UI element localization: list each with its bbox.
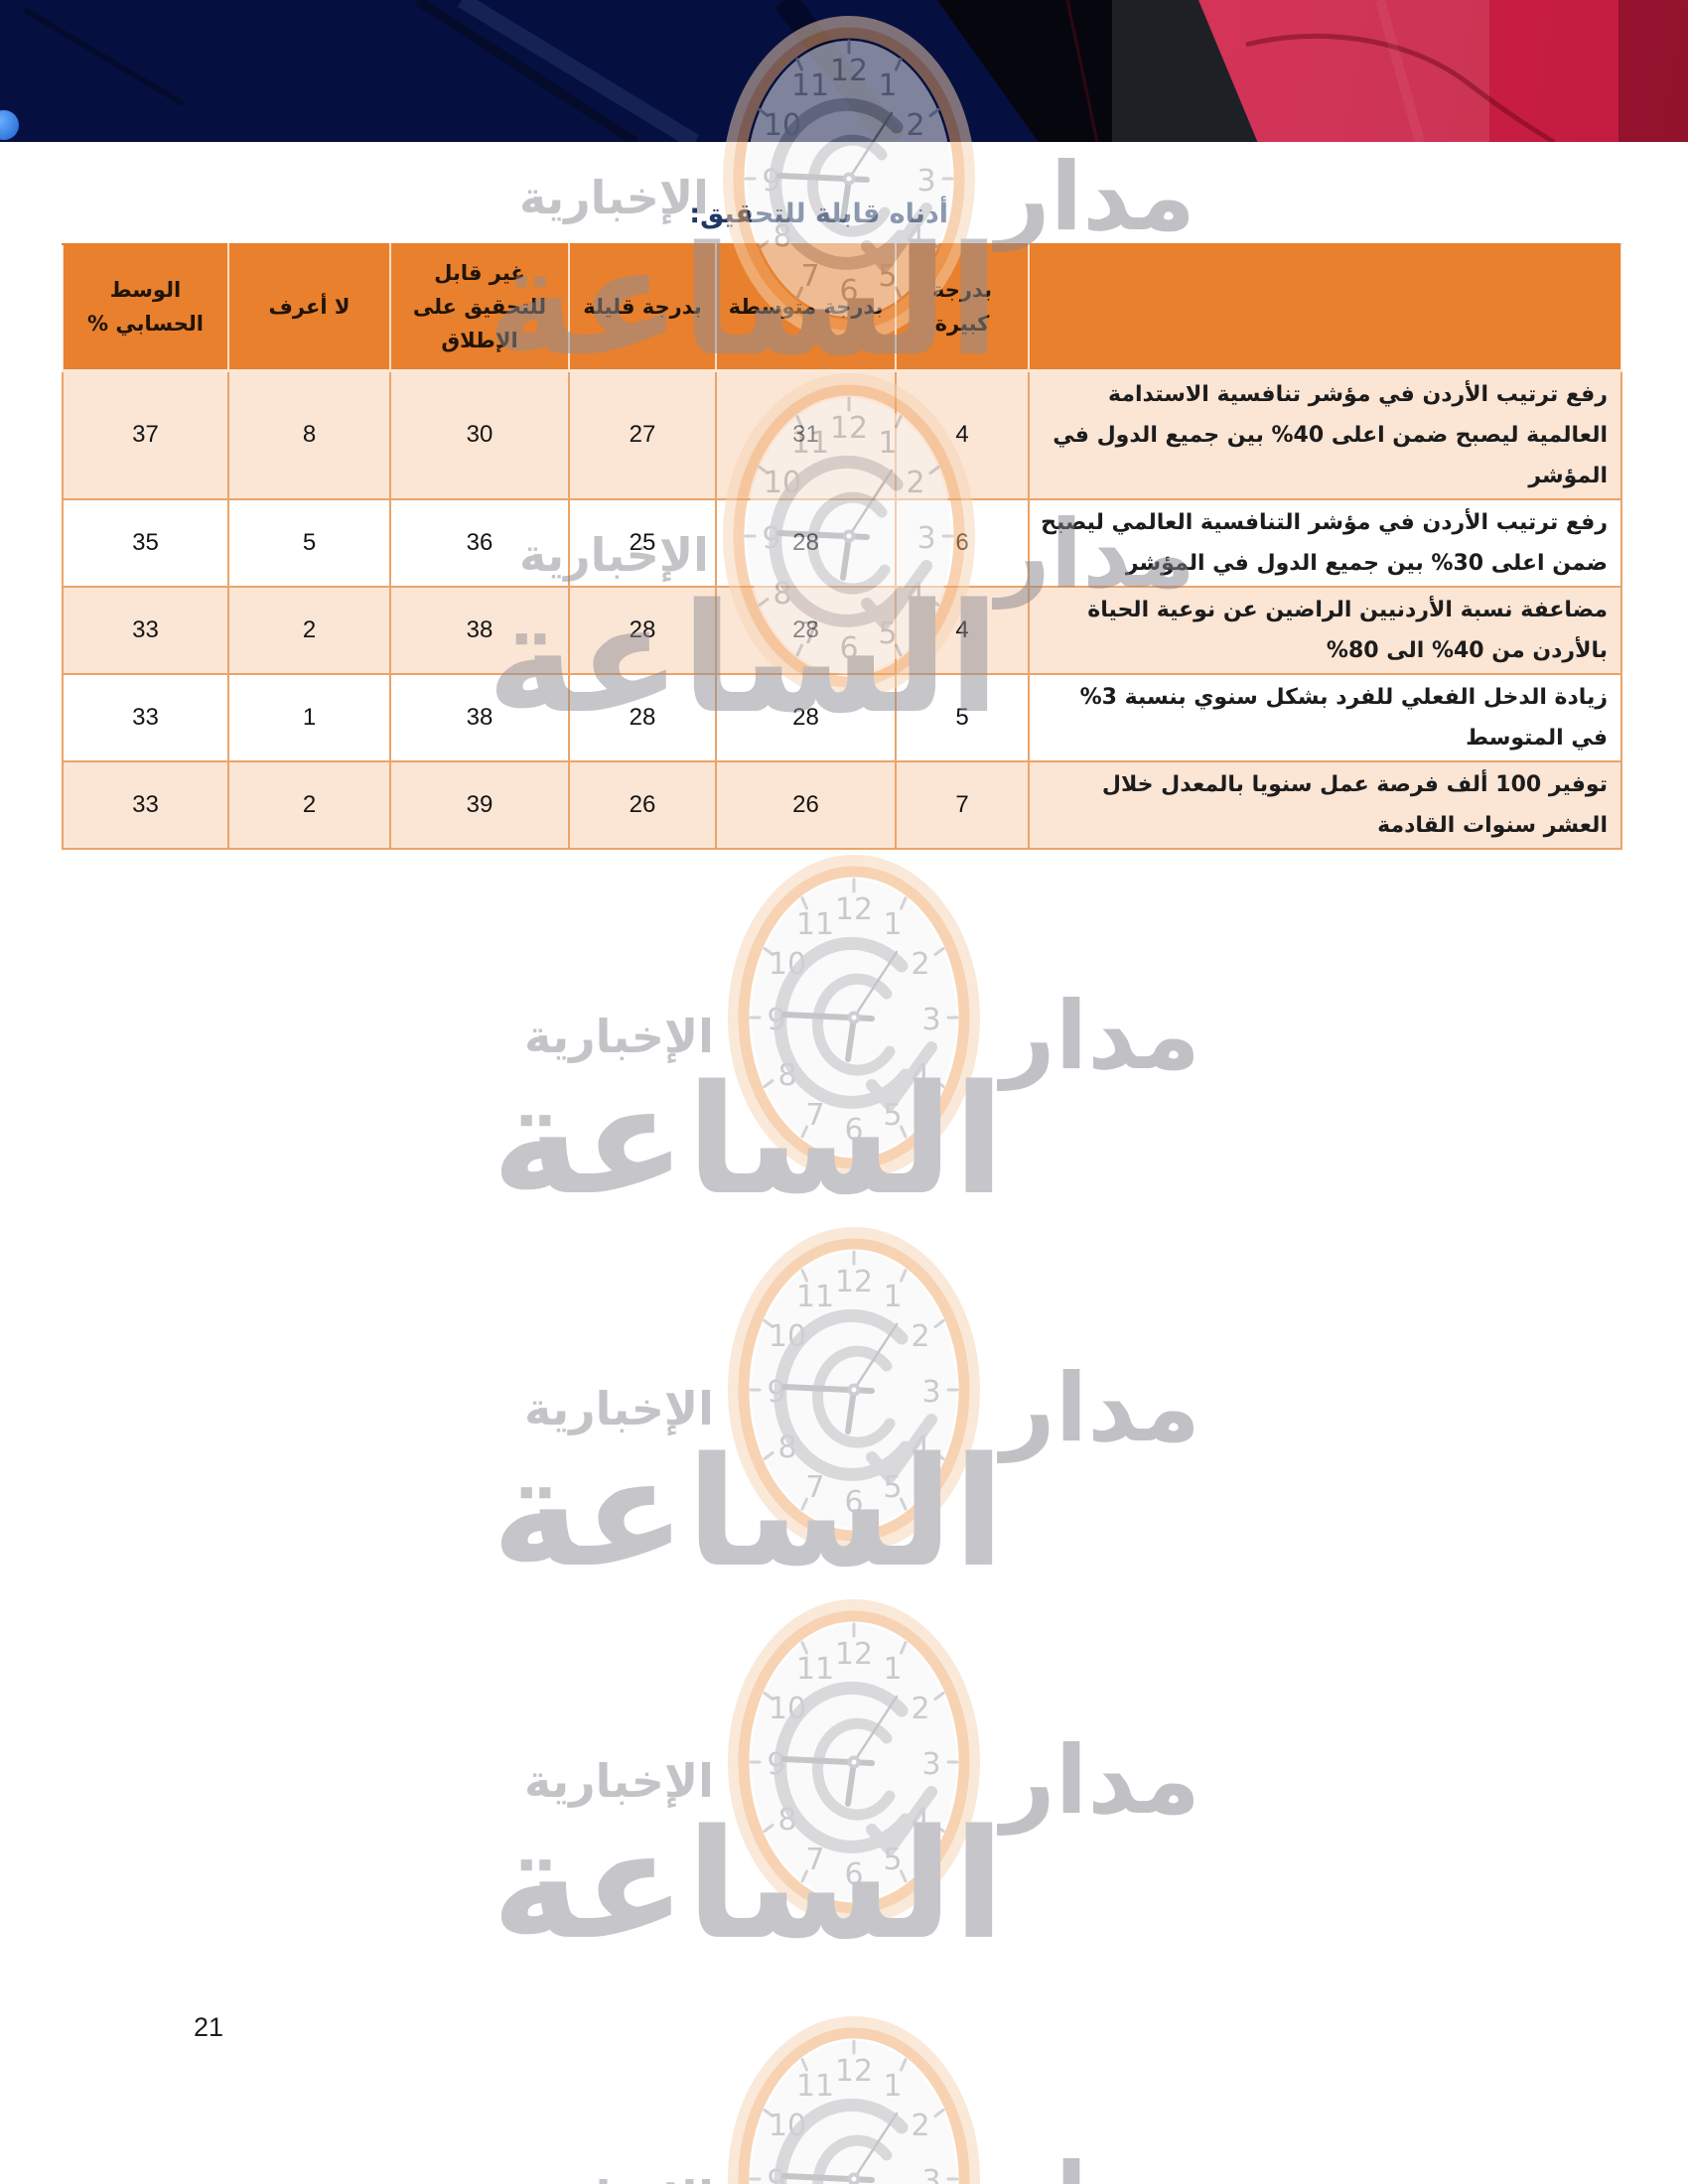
statement-cell: مضاعفة نسبة الأردنيين الراضين عن نوعية ا…: [1028, 585, 1622, 675]
value-cell: 28: [715, 672, 897, 762]
banner-highlight-band: [1112, 0, 1489, 142]
watermark-brand-word: الإخبارية: [524, 1010, 714, 1063]
clock-icon: [705, 1593, 1003, 1931]
value-cell: 28: [715, 497, 897, 588]
table-row: 37 8 30 27 31 4 رفع ترتيب الأردن في مؤشر…: [62, 369, 1622, 500]
value-cell: 38: [389, 585, 570, 675]
header-cell-high-degree: بدرجة كبيرة: [895, 243, 1030, 372]
watermark-brand-word: الإخبارية: [524, 1382, 714, 1435]
table-row: 33 2 38 28 28 4 مضاعفة نسبة الأردنيين ال…: [62, 585, 1622, 675]
value-cell: 38: [389, 672, 570, 762]
value-cell: 1: [227, 672, 391, 762]
value-cell: 4: [895, 585, 1030, 675]
value-cell: 8: [227, 369, 391, 500]
clock-icon: [705, 849, 1003, 1186]
watermark-brand-word: مدار: [1001, 1354, 1200, 1463]
banner-fold-lines: [23, 0, 1556, 142]
banner-red-section: [1198, 0, 1688, 142]
value-cell: 39: [389, 759, 570, 850]
watermark-brand-word: الإخبارية: [524, 1754, 714, 1808]
statement-cell: رفع ترتيب الأردن في مؤشر تنافسية الاستدا…: [1028, 369, 1622, 500]
value-cell: 28: [568, 672, 717, 762]
value-cell: 27: [568, 369, 717, 500]
watermark-brand-word: مدار: [996, 143, 1196, 252]
value-cell: 30: [389, 369, 570, 500]
value-cell: 37: [62, 369, 229, 500]
value-cell: 2: [227, 759, 391, 850]
header-cell-mean: الوسط الحسابي %: [62, 243, 229, 372]
watermark-brand-word: الساعة: [492, 1052, 1005, 1228]
value-cell: 33: [62, 585, 229, 675]
value-cell: 5: [227, 497, 391, 588]
clock-icon: [705, 2010, 1003, 2184]
statement-cell: رفع ترتيب الأردن في مؤشر التنافسية العال…: [1028, 497, 1622, 588]
watermark-brand-word: مدار: [1001, 2151, 1200, 2184]
watermark-brand-word: الإخبارية: [524, 2175, 714, 2184]
header-cell-dont-know: لا أعرف: [227, 243, 391, 372]
value-cell: 25: [568, 497, 717, 588]
header-cell-medium-degree: بدرجة متوسطة: [715, 243, 897, 372]
banner-dark-edge: [1618, 0, 1688, 142]
watermark-madar-alsaa: مدار الساعة الإخبارية: [492, 1132, 1201, 1767]
banner-blue-dot: [0, 110, 19, 140]
table-row: 35 5 36 25 28 6 رفع ترتيب الأردن في مؤشر…: [62, 497, 1622, 588]
value-cell: 26: [715, 759, 897, 850]
statement-cell: زيادة الدخل الفعلي للفرد بشكل سنوي بنسبة…: [1028, 672, 1622, 762]
value-cell: 5: [895, 672, 1030, 762]
value-cell: 6: [895, 497, 1030, 588]
value-cell: 26: [568, 759, 717, 850]
watermark-brand-word: مدار: [1001, 1726, 1200, 1836]
header-cell-not-achievable: غير قابل للتحقيق على الإطلاق: [389, 243, 570, 372]
watermark-madar-alsaa: مدار الساعة الإخبارية: [492, 1504, 1201, 2139]
value-cell: 2: [227, 585, 391, 675]
watermark-brand-word: الإخبارية: [519, 171, 709, 224]
watermark-brand-word: الساعة: [492, 1797, 1005, 1973]
header-banner-image: [0, 0, 1688, 142]
value-cell: 28: [568, 585, 717, 675]
header-cell-statement: [1028, 243, 1622, 372]
watermark-brand-word: الساعة: [492, 1425, 1005, 1600]
value-cell: 31: [715, 369, 897, 500]
clock-icon: [705, 1221, 1003, 1559]
page-number: 21: [194, 2012, 224, 2042]
value-cell: 33: [62, 672, 229, 762]
value-cell: 33: [62, 759, 229, 850]
statement-cell: توفير 100 ألف فرصة عمل سنويا بالمعدل خلا…: [1028, 759, 1622, 850]
watermark-brand-word: مدار: [1001, 982, 1200, 1091]
table-row: 33 2 39 26 26 7 توفير 100 ألف فرصة عمل س…: [62, 759, 1622, 850]
header-cell-low-degree: بدرجة قليلة: [568, 243, 717, 372]
table-row: 33 1 38 28 28 5 زيادة الدخل الفعلي للفرد…: [62, 672, 1622, 762]
watermark-madar-alsaa: مدار الساعة الإخبارية: [492, 759, 1201, 1395]
watermark-madar-alsaa: مدار الساعة الإخبارية: [516, 1921, 1201, 2184]
section-title: أدناه قابلة للتحقيق:: [689, 199, 948, 229]
value-cell: 4: [895, 369, 1030, 500]
value-cell: 35: [62, 497, 229, 588]
value-cell: 28: [715, 585, 897, 675]
table-header-row: الوسط الحسابي % لا أعرف غير قابل للتحقيق…: [62, 243, 1622, 372]
value-cell: 36: [389, 497, 570, 588]
survey-table: الوسط الحسابي % لا أعرف غير قابل للتحقيق…: [62, 243, 1622, 850]
value-cell: 7: [895, 759, 1030, 850]
